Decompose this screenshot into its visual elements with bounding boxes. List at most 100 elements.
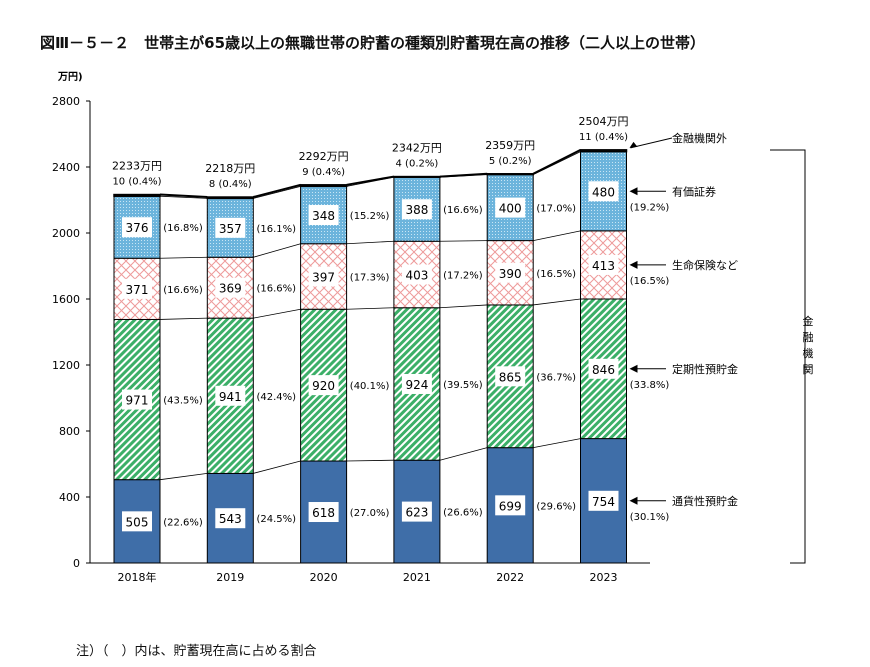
bar-segment bbox=[299, 184, 348, 188]
total-label: 2342万円 bbox=[392, 142, 442, 155]
value-label: 369 bbox=[219, 282, 242, 296]
value-label: 971 bbox=[126, 394, 149, 408]
value-label: 924 bbox=[405, 378, 428, 392]
percent-label: (29.6%) bbox=[536, 501, 576, 512]
value-label: 865 bbox=[499, 370, 522, 384]
value-label-box bbox=[401, 373, 432, 394]
connector-line bbox=[439, 172, 488, 178]
percent-label: (43.5%) bbox=[163, 396, 203, 407]
connector-line bbox=[533, 438, 581, 449]
bar-segment bbox=[206, 196, 255, 200]
bar-segment bbox=[113, 193, 161, 197]
arrow-head-icon bbox=[629, 496, 638, 505]
value-label: 400 bbox=[499, 202, 522, 216]
value-label-box bbox=[122, 278, 152, 299]
legend-label: 定期性預貯金 bbox=[672, 362, 738, 376]
y-tick-label: 1600 bbox=[52, 293, 80, 306]
total-label: 2233万円 bbox=[112, 160, 162, 173]
bracket-label: 金 bbox=[803, 314, 814, 328]
footnote: 注）（ ）内は、貯蓄現在高に占める割合 bbox=[76, 644, 317, 659]
bar-segment bbox=[579, 149, 628, 153]
arrow-head-icon bbox=[629, 260, 638, 269]
percent-label: (33.8%) bbox=[630, 380, 670, 391]
total-label: 2359万円 bbox=[485, 139, 535, 152]
y-tick-label: 2000 bbox=[52, 227, 80, 240]
y-axis-label: 万円) bbox=[57, 71, 83, 83]
value-label: 348 bbox=[312, 209, 335, 223]
value-label: 357 bbox=[219, 222, 242, 236]
arrow-head-icon bbox=[629, 364, 638, 373]
y-tick-label: 1200 bbox=[52, 359, 80, 372]
legend-label: 金融機関外 bbox=[672, 131, 727, 145]
value-label-box bbox=[588, 358, 619, 379]
connector-line bbox=[533, 230, 581, 241]
value-label: 754 bbox=[592, 495, 615, 509]
value-label-box bbox=[215, 508, 246, 529]
value-label-box bbox=[215, 277, 246, 298]
y-tick-label: 2800 bbox=[52, 95, 80, 108]
percent-label: (42.4%) bbox=[257, 392, 297, 403]
percent-label: (17.0%) bbox=[536, 204, 576, 215]
other-label: 8 (0.4%) bbox=[209, 179, 252, 190]
total-label: 2218万円 bbox=[205, 162, 255, 175]
connector-line bbox=[439, 240, 488, 242]
percent-label: (16.5%) bbox=[536, 269, 576, 280]
bar-segment bbox=[580, 151, 627, 232]
legend-label: 有価証券 bbox=[672, 184, 716, 198]
percent-label: (36.7%) bbox=[536, 372, 576, 383]
connector-line bbox=[532, 148, 581, 175]
total-label: 2504万円 bbox=[579, 115, 629, 128]
value-label: 413 bbox=[592, 259, 615, 273]
value-label: 618 bbox=[312, 506, 335, 520]
connector-line bbox=[346, 307, 394, 310]
value-label-box bbox=[122, 217, 152, 238]
value-label-box bbox=[122, 511, 152, 532]
legend-label: 通貨性預貯金 bbox=[672, 494, 738, 508]
connector-line bbox=[159, 317, 208, 320]
percent-label: (17.3%) bbox=[350, 272, 390, 283]
connector-line bbox=[159, 256, 208, 259]
connector-line bbox=[346, 175, 395, 186]
value-label-box bbox=[495, 495, 526, 516]
connector-line bbox=[439, 304, 488, 309]
bar-segment bbox=[486, 173, 534, 176]
value-label: 623 bbox=[405, 506, 428, 520]
connector-line bbox=[253, 183, 301, 198]
value-label-box bbox=[401, 199, 432, 220]
percent-label: (26.6%) bbox=[443, 508, 483, 519]
arrow-head-icon bbox=[629, 141, 638, 148]
percent-label: (22.6%) bbox=[163, 517, 203, 528]
value-label: 480 bbox=[592, 185, 615, 199]
other-label: 4 (0.2%) bbox=[396, 159, 439, 170]
value-label: 371 bbox=[126, 283, 149, 297]
x-tick-label: 2020 bbox=[310, 571, 338, 584]
bar-segment bbox=[206, 256, 254, 319]
other-label: 11 (0.4%) bbox=[579, 132, 628, 143]
connector-line bbox=[346, 459, 394, 462]
y-tick-label: 2400 bbox=[52, 161, 80, 174]
percent-label: (16.6%) bbox=[163, 285, 203, 296]
bracket-label: 機 bbox=[803, 346, 814, 360]
other-label: 10 (0.4%) bbox=[112, 177, 161, 188]
value-label: 376 bbox=[126, 221, 149, 235]
value-label-box bbox=[495, 197, 526, 218]
percent-label: (16.6%) bbox=[257, 284, 297, 295]
connector-line bbox=[159, 195, 208, 199]
percent-label: (19.2%) bbox=[630, 202, 670, 213]
percent-label: (16.5%) bbox=[630, 276, 670, 287]
value-label: 543 bbox=[219, 512, 242, 526]
x-tick-label: 2023 bbox=[590, 571, 618, 584]
value-label-box bbox=[308, 375, 339, 396]
value-label-box bbox=[401, 264, 432, 285]
bracket-label: 融 bbox=[803, 331, 814, 344]
connector-line bbox=[533, 298, 581, 306]
value-label: 699 bbox=[499, 499, 522, 513]
bar-segment bbox=[393, 175, 441, 178]
connector-line bbox=[159, 473, 208, 481]
percent-label: (40.1%) bbox=[350, 381, 390, 392]
connector-line bbox=[346, 240, 394, 245]
value-label-box bbox=[122, 389, 152, 410]
bracket bbox=[770, 149, 806, 564]
